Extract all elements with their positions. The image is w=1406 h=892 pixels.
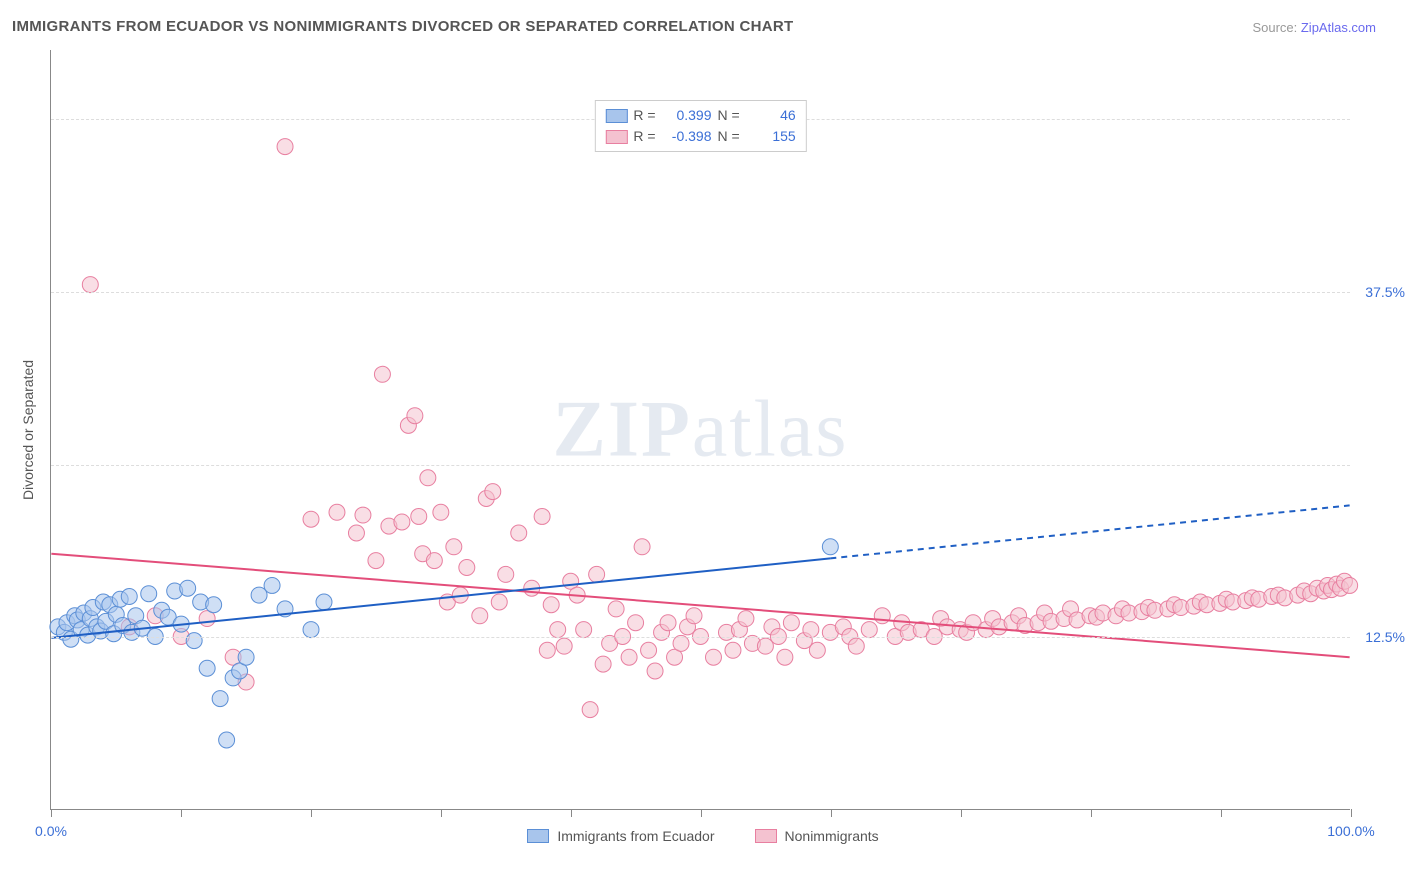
source-attribution: Source: ZipAtlas.com <box>1252 20 1376 35</box>
source-prefix: Source: <box>1252 20 1300 35</box>
legend-series: Immigrants from Ecuador Nonimmigrants <box>0 828 1406 844</box>
legend-series-2-label: Nonimmigrants <box>785 828 879 844</box>
n-label-2: N = <box>718 126 740 147</box>
gridline <box>51 292 1350 293</box>
legend-bottom-swatch-pink <box>755 829 777 843</box>
x-tick <box>441 809 442 817</box>
x-tick <box>961 809 962 817</box>
x-tick <box>1091 809 1092 817</box>
legend-swatch-blue <box>605 109 627 123</box>
gridline <box>51 465 1350 466</box>
gridline <box>51 637 1350 638</box>
r-label-1: R = <box>633 105 655 126</box>
n-value-2: 155 <box>746 126 796 147</box>
legend-stats: R = 0.399 N = 46 R = -0.398 N = 155 <box>594 100 806 152</box>
legend-bottom-swatch-blue <box>527 829 549 843</box>
x-tick <box>181 809 182 817</box>
legend-stats-row-2: R = -0.398 N = 155 <box>605 126 795 147</box>
legend-series-1-label: Immigrants from Ecuador <box>557 828 714 844</box>
r-value-1: 0.399 <box>662 105 712 126</box>
chart-svg <box>51 50 1350 809</box>
x-tick <box>701 809 702 817</box>
r-label-2: R = <box>633 126 655 147</box>
y-tick-label: 37.5% <box>1365 284 1405 300</box>
n-value-1: 46 <box>746 105 796 126</box>
legend-entry-2: Nonimmigrants <box>755 828 879 844</box>
r-value-2: -0.398 <box>662 126 712 147</box>
legend-stats-row-1: R = 0.399 N = 46 <box>605 105 795 126</box>
plot-area: ZIPatlas R = 0.399 N = 46 R = -0.398 N =… <box>50 50 1350 810</box>
x-tick <box>571 809 572 817</box>
y-axis-label: Divorced or Separated <box>20 360 36 500</box>
x-tick <box>51 809 52 817</box>
source-link[interactable]: ZipAtlas.com <box>1301 20 1376 35</box>
y-tick-label: 12.5% <box>1365 629 1405 645</box>
legend-swatch-pink <box>605 130 627 144</box>
x-tick <box>831 809 832 817</box>
n-label-1: N = <box>718 105 740 126</box>
chart-title: IMMIGRANTS FROM ECUADOR VS NONIMMIGRANTS… <box>12 18 794 35</box>
x-tick <box>1221 809 1222 817</box>
legend-entry-1: Immigrants from Ecuador <box>527 828 714 844</box>
x-tick <box>311 809 312 817</box>
x-tick <box>1351 809 1352 817</box>
